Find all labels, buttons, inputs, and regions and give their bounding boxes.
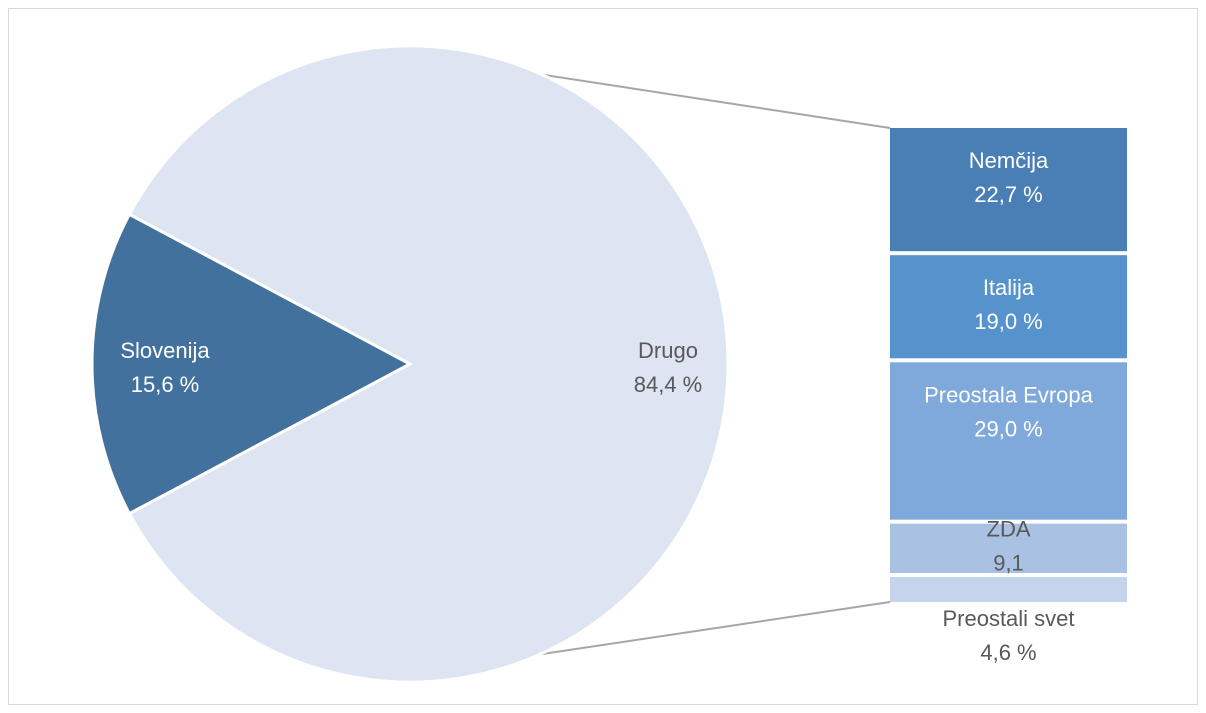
stacked-bar — [890, 128, 1127, 602]
segment-zda-value-label: 9,1 — [993, 551, 1024, 576]
slice-slovenija-name-label: Slovenija — [120, 338, 210, 363]
data-labels: Slovenija 15,6 % Drugo 84,4 % Nemčija 22,7 % I… — [120, 148, 1093, 665]
pie — [90, 44, 730, 684]
slice-slovenija-value-label: 15,6 % — [131, 372, 200, 397]
segment-preostali-svet-name-label: Preostali svet — [942, 606, 1074, 631]
pie-slice-slovenija — [90, 212, 414, 516]
segment-preostali-svet-value-label: 4,6 % — [980, 640, 1036, 665]
segment-preostala-evropa-name-label: Preostala Evropa — [924, 382, 1094, 407]
segment-zda-name-label: ZDA — [987, 517, 1031, 542]
segment-nemcija-name-label: Nemčija — [969, 148, 1049, 173]
bar-segment-preostali-svet — [890, 577, 1127, 602]
slice-drugo-value-label: 84,4 % — [634, 372, 703, 397]
bar-segment-nemcija — [890, 128, 1127, 252]
segment-italija-value-label: 19,0 % — [974, 309, 1043, 334]
bar-segment-preostala-evropa — [890, 362, 1127, 520]
pie-slice-drugo — [127, 44, 730, 684]
segment-nemcija-value-label: 22,7 % — [974, 182, 1043, 207]
bar-segment-italija — [890, 255, 1127, 359]
bar-segment-zda — [890, 523, 1127, 574]
slice-drugo-name-label: Drugo — [638, 338, 698, 363]
segment-italija-name-label: Italija — [983, 275, 1035, 300]
segment-preostala-evropa-value-label: 29,0 % — [974, 416, 1043, 441]
